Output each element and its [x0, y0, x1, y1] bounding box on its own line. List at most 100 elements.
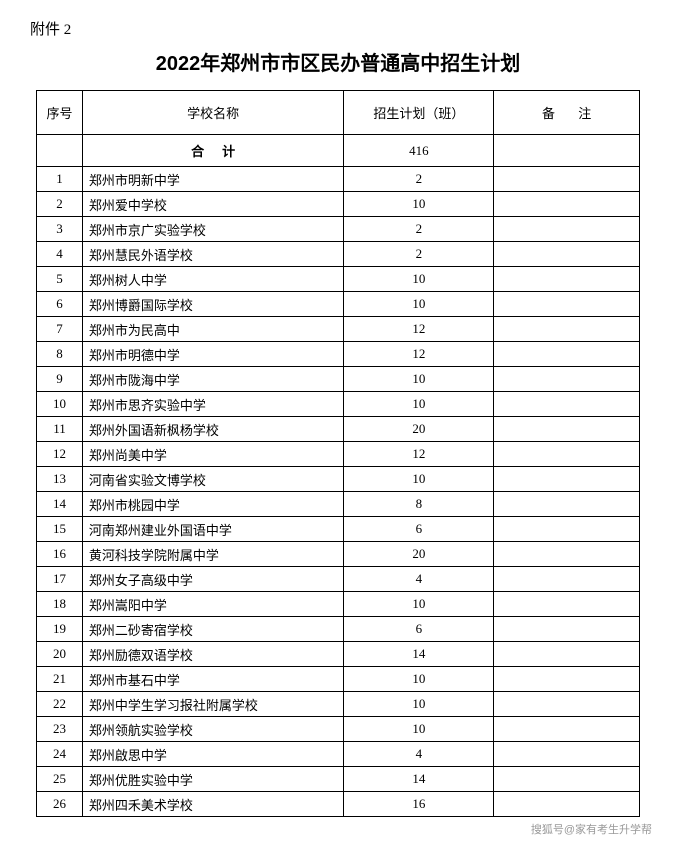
total-note: [494, 135, 640, 167]
cell-seq: 25: [37, 767, 83, 792]
cell-plan: 10: [344, 367, 494, 392]
table-row: 25郑州优胜实验中学14: [37, 767, 640, 792]
table-row: 16黄河科技学院附属中学20: [37, 542, 640, 567]
cell-note: [494, 242, 640, 267]
cell-plan: 10: [344, 467, 494, 492]
cell-plan: 2: [344, 217, 494, 242]
cell-note: [494, 617, 640, 642]
cell-seq: 9: [37, 367, 83, 392]
cell-plan: 12: [344, 342, 494, 367]
cell-seq: 5: [37, 267, 83, 292]
cell-plan: 12: [344, 317, 494, 342]
cell-seq: 26: [37, 792, 83, 817]
cell-name: 河南郑州建业外国语中学: [82, 517, 344, 542]
cell-seq: 18: [37, 592, 83, 617]
total-row: 合计 416: [37, 135, 640, 167]
table-row: 1郑州市明新中学2: [37, 167, 640, 192]
cell-name: 郑州市明德中学: [82, 342, 344, 367]
cell-seq: 8: [37, 342, 83, 367]
cell-name: 郑州嵩阳中学: [82, 592, 344, 617]
cell-name: 郑州中学生学习报社附属学校: [82, 692, 344, 717]
cell-plan: 10: [344, 267, 494, 292]
cell-note: [494, 467, 640, 492]
cell-plan: 10: [344, 292, 494, 317]
table-row: 23郑州领航实验学校10: [37, 717, 640, 742]
table-row: 10郑州市思齐实验中学10: [37, 392, 640, 417]
table-body: 合计 416 1郑州市明新中学22郑州爱中学校103郑州市京广实验学校24郑州慧…: [37, 135, 640, 817]
cell-plan: 8: [344, 492, 494, 517]
table-row: 17郑州女子高级中学4: [37, 567, 640, 592]
cell-note: [494, 217, 640, 242]
table-row: 21郑州市基石中学10: [37, 667, 640, 692]
cell-seq: 1: [37, 167, 83, 192]
col-header-seq: 序号: [37, 91, 83, 135]
cell-name: 郑州市基石中学: [82, 667, 344, 692]
cell-seq: 17: [37, 567, 83, 592]
total-seq: [37, 135, 83, 167]
enrollment-table: 序号 学校名称 招生计划（班） 备 注 合计 416 1郑州市明新中学22郑州爱…: [36, 90, 640, 817]
cell-name: 郑州二砂寄宿学校: [82, 617, 344, 642]
table-row: 9郑州市陇海中学10: [37, 367, 640, 392]
cell-name: 郑州市陇海中学: [82, 367, 344, 392]
cell-name: 郑州市桃园中学: [82, 492, 344, 517]
cell-seq: 2: [37, 192, 83, 217]
cell-seq: 24: [37, 742, 83, 767]
cell-note: [494, 292, 640, 317]
cell-name: 郑州啟思中学: [82, 742, 344, 767]
cell-note: [494, 342, 640, 367]
cell-note: [494, 792, 640, 817]
cell-note: [494, 567, 640, 592]
page-title: 2022年郑州市市区民办普通高中招生计划: [28, 47, 648, 76]
cell-note: [494, 642, 640, 667]
table-row: 14郑州市桃园中学8: [37, 492, 640, 517]
cell-plan: 4: [344, 742, 494, 767]
cell-seq: 20: [37, 642, 83, 667]
cell-name: 郑州优胜实验中学: [82, 767, 344, 792]
cell-seq: 22: [37, 692, 83, 717]
table-row: 15河南郑州建业外国语中学6: [37, 517, 640, 542]
table-row: 22郑州中学生学习报社附属学校10: [37, 692, 640, 717]
cell-note: [494, 692, 640, 717]
cell-note: [494, 492, 640, 517]
cell-name: 黄河科技学院附属中学: [82, 542, 344, 567]
cell-note: [494, 267, 640, 292]
total-value: 416: [344, 135, 494, 167]
table-row: 7郑州市为民高中12: [37, 317, 640, 342]
cell-plan: 4: [344, 567, 494, 592]
cell-note: [494, 667, 640, 692]
cell-seq: 23: [37, 717, 83, 742]
table-row: 5郑州树人中学10: [37, 267, 640, 292]
cell-name: 郑州慧民外语学校: [82, 242, 344, 267]
cell-plan: 12: [344, 442, 494, 467]
header-row: 序号 学校名称 招生计划（班） 备 注: [37, 91, 640, 135]
cell-seq: 3: [37, 217, 83, 242]
cell-name: 郑州市为民高中: [82, 317, 344, 342]
table-row: 12郑州尚美中学12: [37, 442, 640, 467]
cell-seq: 13: [37, 467, 83, 492]
cell-seq: 12: [37, 442, 83, 467]
cell-plan: 14: [344, 767, 494, 792]
cell-name: 郑州女子高级中学: [82, 567, 344, 592]
col-header-plan: 招生计划（班）: [344, 91, 494, 135]
table-row: 19郑州二砂寄宿学校6: [37, 617, 640, 642]
cell-note: [494, 767, 640, 792]
table-row: 11郑州外国语新枫杨学校20: [37, 417, 640, 442]
cell-plan: 20: [344, 417, 494, 442]
cell-note: [494, 167, 640, 192]
table-row: 24郑州啟思中学4: [37, 742, 640, 767]
table-row: 2郑州爱中学校10: [37, 192, 640, 217]
cell-plan: 10: [344, 667, 494, 692]
cell-plan: 10: [344, 692, 494, 717]
cell-note: [494, 442, 640, 467]
cell-name: 郑州尚美中学: [82, 442, 344, 467]
cell-name: 郑州领航实验学校: [82, 717, 344, 742]
cell-note: [494, 742, 640, 767]
cell-note: [494, 517, 640, 542]
cell-plan: 20: [344, 542, 494, 567]
cell-seq: 4: [37, 242, 83, 267]
cell-note: [494, 192, 640, 217]
cell-plan: 2: [344, 167, 494, 192]
total-label: 合计: [82, 135, 344, 167]
cell-name: 郑州爱中学校: [82, 192, 344, 217]
attachment-label: 附件 2: [30, 18, 648, 39]
